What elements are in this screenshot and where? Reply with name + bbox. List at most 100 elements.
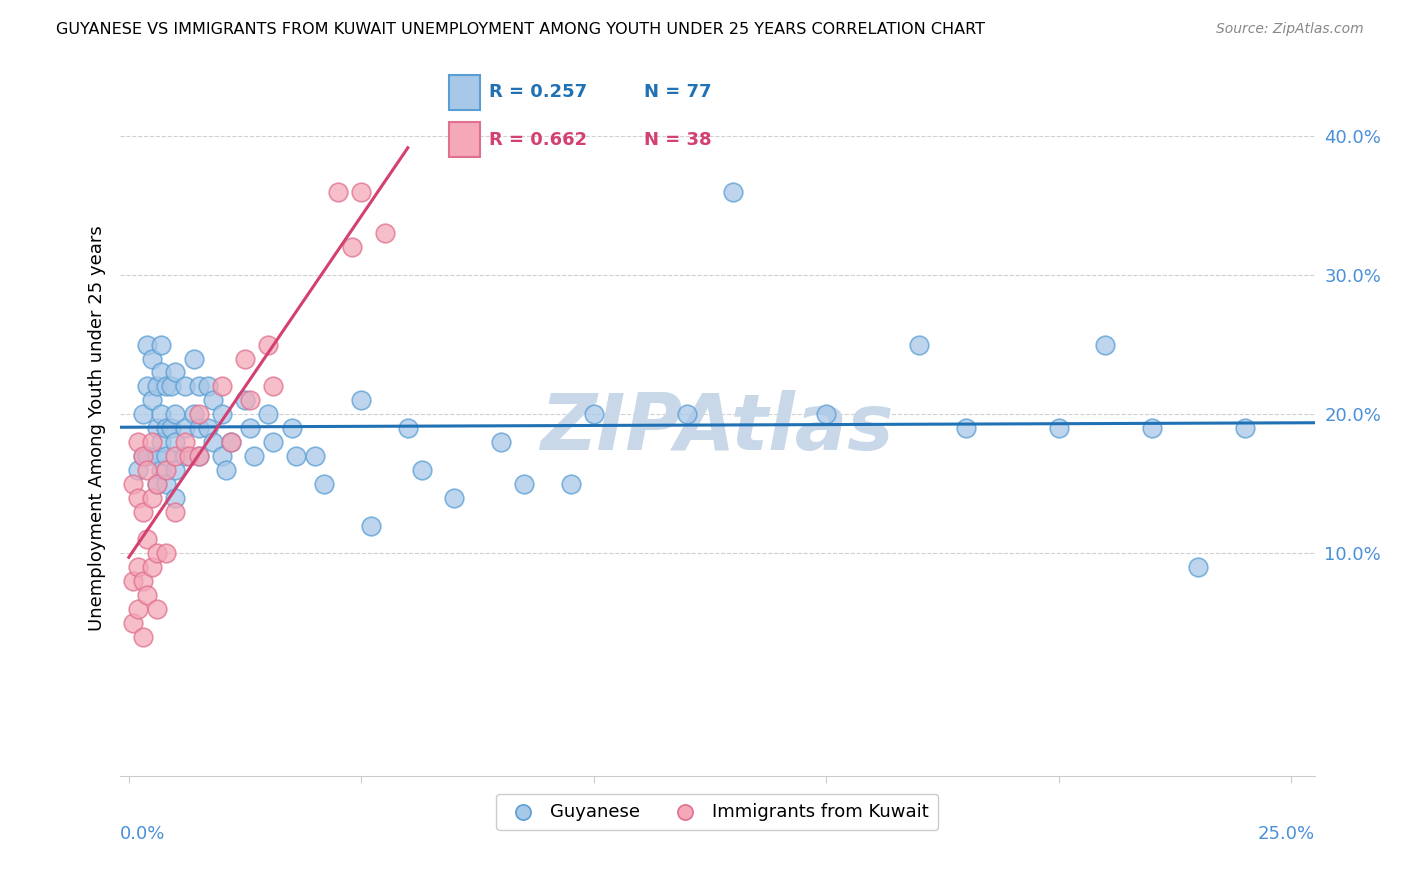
Point bbox=[239, 421, 262, 435]
Point bbox=[122, 476, 145, 491]
Point bbox=[201, 393, 224, 408]
Point bbox=[183, 351, 205, 366]
Point bbox=[132, 574, 155, 589]
Point bbox=[145, 379, 167, 393]
Point bbox=[815, 407, 838, 421]
Point bbox=[443, 491, 465, 505]
Point bbox=[127, 560, 149, 574]
Point bbox=[187, 449, 209, 463]
Point bbox=[360, 518, 382, 533]
Point bbox=[187, 421, 209, 435]
Point bbox=[219, 435, 242, 450]
Point bbox=[145, 476, 167, 491]
Point bbox=[127, 463, 149, 477]
Point bbox=[173, 421, 195, 435]
Point bbox=[141, 491, 163, 505]
Point bbox=[233, 393, 256, 408]
Point bbox=[136, 588, 159, 602]
Point bbox=[350, 185, 373, 199]
Point bbox=[141, 560, 163, 574]
Point bbox=[211, 407, 233, 421]
Point bbox=[136, 337, 159, 351]
Point bbox=[340, 240, 363, 254]
Point bbox=[165, 435, 187, 450]
Text: GUYANESE VS IMMIGRANTS FROM KUWAIT UNEMPLOYMENT AMONG YOUTH UNDER 25 YEARS CORRE: GUYANESE VS IMMIGRANTS FROM KUWAIT UNEMP… bbox=[56, 22, 986, 37]
Point bbox=[280, 421, 302, 435]
Point bbox=[155, 449, 177, 463]
Point bbox=[262, 435, 284, 450]
Point bbox=[122, 615, 145, 630]
Point bbox=[145, 476, 167, 491]
Point bbox=[145, 602, 167, 616]
Point bbox=[155, 379, 177, 393]
Point bbox=[257, 337, 280, 351]
Y-axis label: Unemployment Among Youth under 25 years: Unemployment Among Youth under 25 years bbox=[87, 226, 105, 631]
Point bbox=[155, 463, 177, 477]
Point bbox=[145, 546, 167, 560]
Text: R = 0.662: R = 0.662 bbox=[489, 130, 588, 148]
Point bbox=[676, 407, 699, 421]
Point bbox=[150, 407, 173, 421]
Bar bbox=[449, 75, 479, 110]
Point bbox=[243, 449, 266, 463]
Point bbox=[165, 463, 187, 477]
Point bbox=[1047, 421, 1070, 435]
Point bbox=[165, 449, 187, 463]
Point bbox=[233, 351, 256, 366]
Point bbox=[262, 379, 284, 393]
Point bbox=[155, 476, 177, 491]
Point bbox=[257, 407, 280, 421]
Point bbox=[211, 379, 233, 393]
Point bbox=[187, 449, 209, 463]
Point bbox=[155, 421, 177, 435]
Point bbox=[145, 449, 167, 463]
Point bbox=[132, 449, 155, 463]
Text: Source: ZipAtlas.com: Source: ZipAtlas.com bbox=[1216, 22, 1364, 37]
Point bbox=[165, 407, 187, 421]
Point bbox=[150, 463, 173, 477]
Point bbox=[122, 574, 145, 589]
Point bbox=[159, 421, 181, 435]
Point bbox=[955, 421, 977, 435]
Point bbox=[127, 435, 149, 450]
Text: N = 77: N = 77 bbox=[644, 84, 711, 102]
Point bbox=[908, 337, 931, 351]
Text: 0.0%: 0.0% bbox=[120, 825, 165, 843]
Text: N = 38: N = 38 bbox=[644, 130, 711, 148]
Point bbox=[136, 449, 159, 463]
Point bbox=[165, 491, 187, 505]
Point bbox=[165, 366, 187, 380]
Point bbox=[285, 449, 308, 463]
Point bbox=[132, 407, 155, 421]
Point bbox=[489, 435, 512, 450]
Point bbox=[396, 421, 419, 435]
Point bbox=[132, 630, 155, 644]
Point bbox=[159, 379, 181, 393]
Point bbox=[127, 491, 149, 505]
Point bbox=[197, 421, 219, 435]
Point bbox=[136, 463, 159, 477]
Point bbox=[173, 435, 195, 450]
Point bbox=[239, 393, 262, 408]
Point bbox=[211, 449, 233, 463]
Point bbox=[183, 407, 205, 421]
Point bbox=[145, 421, 167, 435]
Point bbox=[1094, 337, 1116, 351]
Point bbox=[187, 407, 209, 421]
Point bbox=[304, 449, 326, 463]
Point bbox=[582, 407, 605, 421]
Point bbox=[150, 366, 173, 380]
Text: ZIPAtlas: ZIPAtlas bbox=[540, 390, 894, 467]
Point bbox=[201, 435, 224, 450]
Point bbox=[136, 379, 159, 393]
Point bbox=[141, 351, 163, 366]
Point bbox=[350, 393, 373, 408]
Legend: Guyanese, Immigrants from Kuwait: Guyanese, Immigrants from Kuwait bbox=[496, 794, 938, 830]
Point bbox=[179, 449, 201, 463]
Point bbox=[165, 505, 187, 519]
Point bbox=[723, 185, 745, 199]
Point bbox=[513, 476, 536, 491]
Point bbox=[314, 476, 336, 491]
Point bbox=[141, 393, 163, 408]
Point bbox=[155, 546, 177, 560]
